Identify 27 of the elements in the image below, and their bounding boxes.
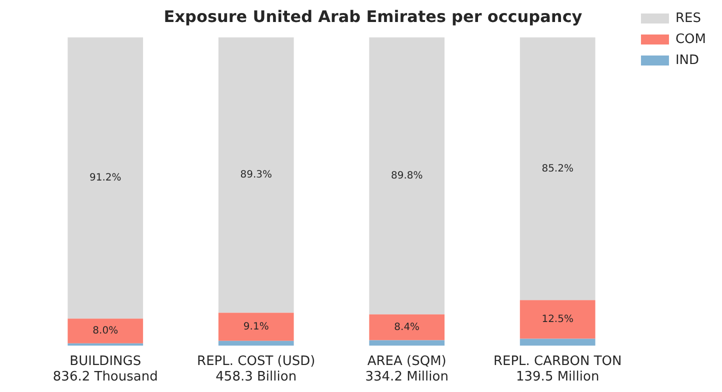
data-label: 89.8% <box>390 170 423 182</box>
x-tick-label: BUILDINGS 836.2 Thousand <box>52 354 158 385</box>
data-label: 89.3% <box>240 170 272 181</box>
x-tick-label: REPL. COST (USD) 458.3 Billion <box>197 354 316 385</box>
bar <box>68 318 144 344</box>
data-label: 91.2% <box>89 172 122 184</box>
bar <box>369 37 445 314</box>
bar <box>369 340 445 346</box>
data-label: 12.5% <box>542 314 574 326</box>
bar <box>369 314 445 340</box>
bar <box>68 37 144 319</box>
data-label: 9.1% <box>243 321 269 332</box>
data-label: 8.4% <box>394 322 420 333</box>
bar <box>520 300 596 339</box>
bar <box>520 338 596 346</box>
x-tick-label: REPL. CARBON TON 139.5 Million <box>493 354 622 385</box>
bar <box>218 312 294 341</box>
bar <box>520 37 596 300</box>
legend-label: RES <box>675 10 701 26</box>
x-tick-label: AREA (SQM) 334.2 Million <box>365 354 448 385</box>
bar <box>218 340 294 346</box>
legend-label: IND <box>675 52 700 68</box>
bar <box>218 37 294 313</box>
data-label: 85.2% <box>542 163 574 174</box>
legend-label: COM <box>675 32 706 47</box>
data-label: 8.0% <box>92 326 118 337</box>
chart-title: Exposure United Arab Emirates per occupancy <box>164 6 583 26</box>
